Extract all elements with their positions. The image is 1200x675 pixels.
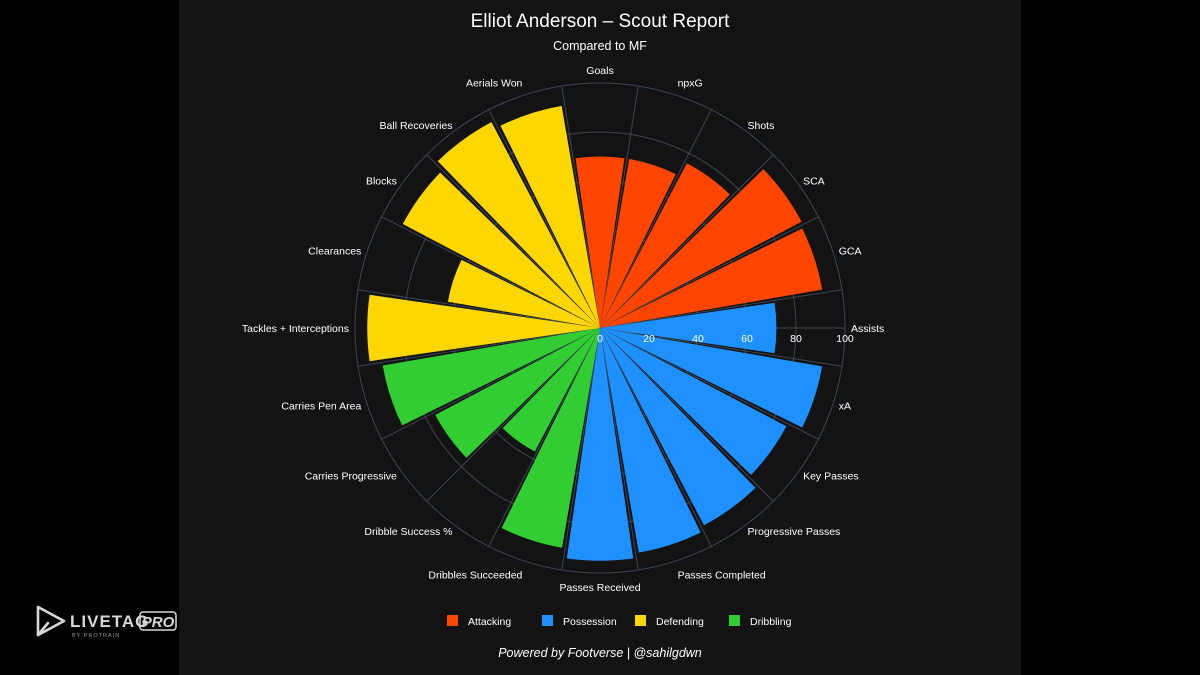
watermark-pro-box: [139, 611, 177, 631]
livetag-logo-icon: [36, 605, 66, 637]
label-carries-pen-area: Carries Pen Area: [281, 401, 361, 413]
grid-spoke: [488, 109, 601, 329]
label-shots: Shots: [748, 120, 775, 132]
grid-spoke: [599, 327, 639, 571]
label-sca: SCA: [803, 176, 825, 188]
grid-spoke: [599, 327, 712, 547]
grid-spoke: [599, 327, 819, 440]
grid-spoke: [599, 109, 712, 329]
legend-swatch-defending: [635, 615, 646, 626]
bar-assists: [600, 302, 777, 354]
watermark-suffix: PRO: [142, 614, 175, 631]
grid-spoke: [381, 327, 601, 440]
label-passes-received: Passes Received: [559, 582, 640, 594]
legend-swatch-possession: [542, 615, 553, 626]
label-aerials-won: Aerials Won: [466, 77, 523, 89]
label-dribble-success: Dribble Success %: [364, 526, 452, 538]
watermark-brand: LIVETAG: [70, 612, 149, 631]
bar-tackles-interceptions: [367, 294, 600, 362]
bar-xa: [600, 328, 823, 428]
grid-spoke: [426, 154, 601, 329]
livetag-watermark: LIVETAG PRO BY PROTRAIN: [36, 605, 177, 639]
grid-spoke: [599, 289, 843, 329]
label-progressive-passes: Progressive Passes: [748, 526, 841, 538]
chart-panel: Elliot Anderson – Scout Report Compared …: [179, 0, 1021, 675]
grid-spoke: [599, 154, 774, 329]
grid-spoke: [426, 327, 601, 502]
grid-spoke: [561, 327, 601, 571]
bar-key-passes: [600, 328, 787, 475]
legend-swatch-dribbling: [729, 615, 740, 626]
bar-gca: [600, 228, 823, 328]
label-dribbles-succeeded: Dribbles Succeeded: [428, 570, 522, 582]
grid-spoke: [561, 85, 601, 329]
legend-label-possession: Possession: [563, 616, 617, 628]
radial-tick: 100: [836, 333, 854, 345]
label-tackles-interceptions: Tackles + Interceptions: [242, 323, 349, 335]
label-passes-completed: Passes Completed: [678, 570, 766, 582]
label-key-passes: Key Passes: [803, 471, 858, 483]
legend: Attacking Possession Defending Dribbling: [447, 615, 792, 628]
watermark-tagline: BY PROTRAIN: [72, 633, 120, 639]
label-carries-progressive: Carries Progressive: [305, 471, 397, 483]
bar-blocks: [402, 172, 600, 328]
bar-carries-pen-area: [382, 328, 600, 426]
bar-dribbles-succeeded: [501, 328, 600, 548]
grid-spoke: [599, 85, 639, 329]
label-xa: xA: [839, 401, 851, 413]
label-clearances: Clearances: [308, 245, 361, 257]
legend-label-defending: Defending: [656, 616, 704, 628]
label-npxg: npxG: [678, 77, 703, 89]
grid-spoke: [599, 327, 843, 367]
angular-labels: Goals npxG Shots SCA GCA Assists xA Key Passes P…: [242, 65, 884, 594]
legend-label-attacking: Attacking: [468, 616, 511, 628]
label-ball-recoveries: Ball Recoveries: [380, 120, 453, 132]
chart-title: Elliot Anderson – Scout Report: [471, 11, 730, 32]
radial-tick: 20: [643, 333, 655, 345]
grid-spoke: [357, 327, 601, 367]
bar-clearances: [447, 259, 600, 328]
bar-sca: [600, 169, 802, 328]
grid-spoke: [381, 216, 601, 329]
legend-swatch-attacking: [447, 615, 458, 626]
legend-label-dribbling: Dribbling: [750, 616, 792, 628]
radial-tick: 60: [741, 333, 753, 345]
bar-goals: [575, 156, 625, 328]
radial-ticks: 0 20 40 60 80 100: [597, 333, 854, 345]
grid-spoke: [357, 289, 601, 329]
bar-dribble-success: [502, 328, 600, 452]
bar-progressive-passes: [600, 328, 756, 526]
bar-passes-completed: [600, 328, 701, 553]
label-assists: Assists: [851, 323, 884, 335]
grid-spoke: [599, 216, 819, 329]
bar-shots: [600, 163, 730, 328]
radial-bar-chart: Elliot Anderson – Scout Report Compared …: [242, 11, 884, 660]
radial-tick: 80: [790, 333, 802, 345]
radial-tick: 40: [692, 333, 704, 345]
radial-tick: 0: [597, 333, 603, 345]
bar-passes-received: [566, 328, 634, 561]
bar-aerials-won: [500, 105, 600, 328]
bars: [367, 105, 823, 561]
bar-ball-recoveries: [437, 122, 600, 328]
label-blocks: Blocks: [366, 176, 397, 188]
grid-spoke: [599, 327, 774, 502]
grid-spoke: [488, 327, 601, 547]
bar-carries-progressive: [435, 328, 600, 458]
chart-subtitle: Compared to MF: [553, 39, 647, 53]
bar-npxg: [600, 159, 676, 328]
label-goals: Goals: [586, 65, 613, 77]
label-gca: GCA: [839, 245, 862, 257]
credit-text: Powered by Footverse | @sahilgdwn: [498, 646, 702, 660]
